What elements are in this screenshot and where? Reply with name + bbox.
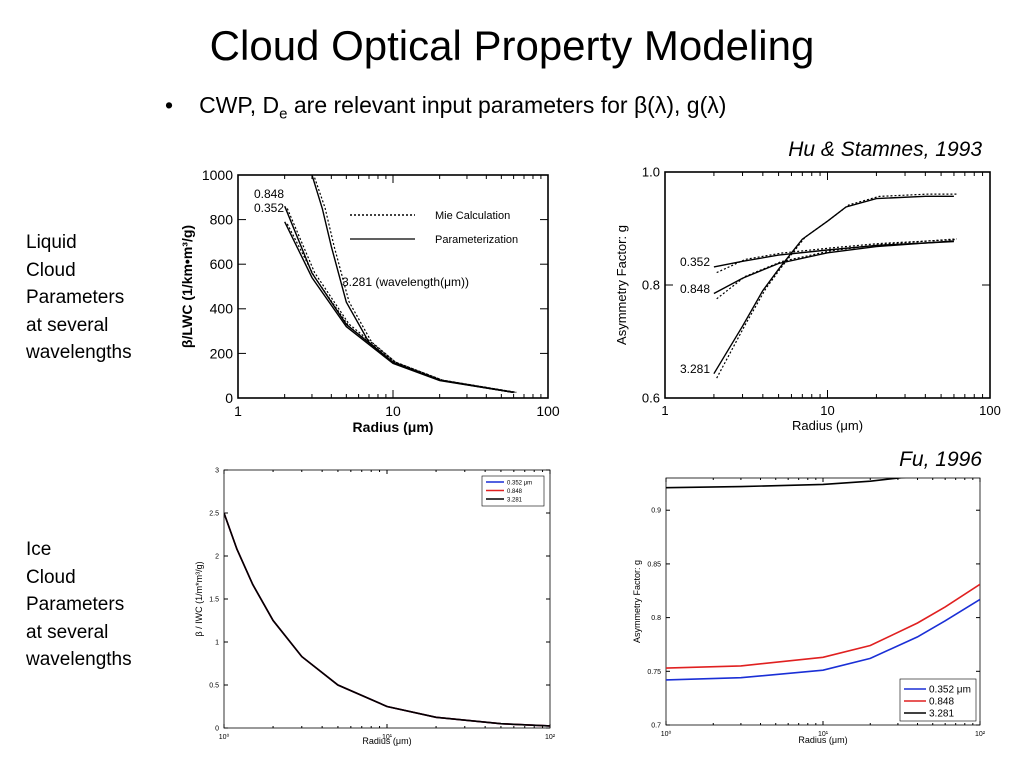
- citation-hu-stamnes: Hu & Stamnes, 1993: [788, 138, 982, 161]
- bullet-symbol: •: [165, 92, 174, 118]
- citation-fu: Fu, 1996: [899, 448, 982, 471]
- liquid-asymmetry-chart: 1 10 100 0.6 0.8 1.0 Radius (μm) Asymmetry Fact…: [614, 165, 1001, 433]
- bullet-suffix: are relevant input parameters for β(λ), …: [287, 92, 727, 118]
- series-line-0-848: [666, 583, 980, 669]
- x-tick-label: 100: [536, 403, 560, 419]
- annotation-label: 3.281 (wavelength(μm)): [342, 275, 469, 289]
- series-line-3-281: [224, 512, 550, 727]
- series-line-0-848: [713, 240, 954, 295]
- bullet-subscript: e: [279, 105, 288, 123]
- series-line-3-281: [311, 175, 514, 394]
- label-line: wavelengths: [26, 649, 132, 670]
- y-tick-label: 200: [210, 345, 234, 361]
- series-line-3-281: [713, 195, 954, 375]
- x-tick-label: 10²: [545, 734, 556, 741]
- plot-frame: [664, 171, 991, 399]
- label-line: Ice: [26, 539, 52, 560]
- y-tick-label: 800: [210, 212, 234, 228]
- y-tick-label: 0.8: [642, 278, 660, 293]
- mie-dotted-line: [716, 193, 957, 379]
- x-tick-label: 10¹: [818, 731, 829, 738]
- x-tick-label: 10: [820, 403, 834, 418]
- legend-label: 0.352 μm: [507, 481, 532, 487]
- x-tick-label: 10⁰: [661, 730, 672, 738]
- y-tick-label: 3: [215, 467, 219, 474]
- label-line: at several: [26, 621, 109, 643]
- annotation-label: 0.848: [680, 282, 710, 296]
- mie-dotted-line: [314, 177, 517, 393]
- annotation-label: 0.352: [254, 201, 284, 215]
- y-tick-label: 1.5: [209, 596, 219, 603]
- label-line: at several: [26, 314, 109, 336]
- legend-label: 0.848: [929, 697, 954, 708]
- y-tick-label: 1000: [202, 167, 233, 183]
- legend-label: 3.281: [929, 709, 954, 720]
- x-tick-label: 10²: [975, 731, 986, 738]
- series-line-0-352: [713, 240, 954, 268]
- annotation-label: 3.281: [680, 362, 710, 376]
- y-tick-label: 0.6: [642, 391, 660, 406]
- y-tick-label: 600: [210, 256, 234, 272]
- y-tick-label: 2: [215, 553, 219, 560]
- mie-dotted-line: [716, 238, 957, 300]
- y-axis-label: β / IWC (1/m*m³/g): [194, 561, 204, 636]
- x-axis-label: Radius (μm): [362, 736, 411, 746]
- ice-row-label: Ice Cloud Parameters at several waveleng…: [26, 536, 132, 674]
- y-axis-label: Asymmetry Factor: g: [632, 560, 642, 643]
- liquid-row-label: Liquid Cloud Parameters at several wavel…: [26, 229, 132, 367]
- series-line-3-281: [666, 478, 906, 489]
- series-line-0-352: [666, 598, 980, 681]
- slide-title: Cloud Optical Property Modeling: [209, 22, 815, 69]
- bullet-prefix: CWP, D: [199, 92, 280, 118]
- label-line: Parameters: [26, 287, 125, 308]
- series-line-0-352: [284, 221, 514, 394]
- x-tick-label: 10: [385, 403, 401, 419]
- y-tick-label: 1: [215, 639, 219, 646]
- y-tick-label: 1.0: [642, 165, 660, 180]
- x-axis-label: Radius (μm): [792, 418, 863, 433]
- label-line: Parameters: [26, 594, 125, 615]
- x-tick-label: 100: [979, 403, 1001, 418]
- x-tick-label: 10¹: [382, 734, 393, 741]
- label-line: Cloud: [26, 566, 76, 588]
- legend-label: Parameterization: [435, 234, 518, 246]
- label-line: Cloud: [26, 259, 76, 281]
- x-axis-label: Radius (μm): [798, 735, 847, 745]
- plot-frame: [223, 469, 551, 729]
- y-tick-label: 0: [215, 725, 219, 732]
- x-tick-label: 1: [661, 403, 668, 418]
- annotation-label: 0.352: [680, 255, 710, 269]
- x-axis-label: Radius (μm): [353, 419, 434, 435]
- y-axis-label: Asymmetry Factor: g: [614, 225, 629, 345]
- legend-box: [899, 678, 977, 722]
- y-tick-label: 0: [225, 390, 233, 406]
- y-tick-label: 400: [210, 301, 234, 317]
- y-tick-label: 0.75: [647, 669, 661, 676]
- mie-dotted-line: [716, 238, 957, 274]
- y-tick-label: 0.9: [651, 508, 661, 515]
- ice-asymmetry-chart: 10⁰ 10¹ 10² 0.7 0.75 0.8 0.85 0.9 Radius (μm) Asy…: [632, 477, 986, 745]
- annotation-label: 0.848: [254, 187, 284, 201]
- y-tick-label: 0.85: [647, 561, 661, 568]
- bullet-point: • CWP, De are relevant input parameters f…: [165, 92, 726, 123]
- legend-label: 3.281: [507, 498, 523, 504]
- y-tick-label: 0.7: [651, 722, 661, 729]
- y-tick-label: 2.5: [209, 510, 219, 517]
- legend-label: 0.848: [507, 489, 523, 495]
- legend-label: Mie Calculation: [435, 210, 510, 222]
- legend-label: 0.352 μm: [929, 685, 971, 696]
- y-tick-label: 0.8: [651, 615, 661, 622]
- label-line: wavelengths: [26, 342, 132, 363]
- label-line: Liquid: [26, 232, 77, 253]
- x-tick-label: 10⁰: [219, 733, 230, 741]
- ice-extinction-chart: 10⁰ 10¹ 10² 0 0.5 1 1.5 2 2.5 3 Radius (μm) β / IWC…: [194, 467, 556, 746]
- x-tick-label: 1: [234, 403, 242, 419]
- y-axis-label: β/LWC (1/km•m³/g): [179, 225, 195, 348]
- y-tick-label: 0.5: [209, 682, 219, 689]
